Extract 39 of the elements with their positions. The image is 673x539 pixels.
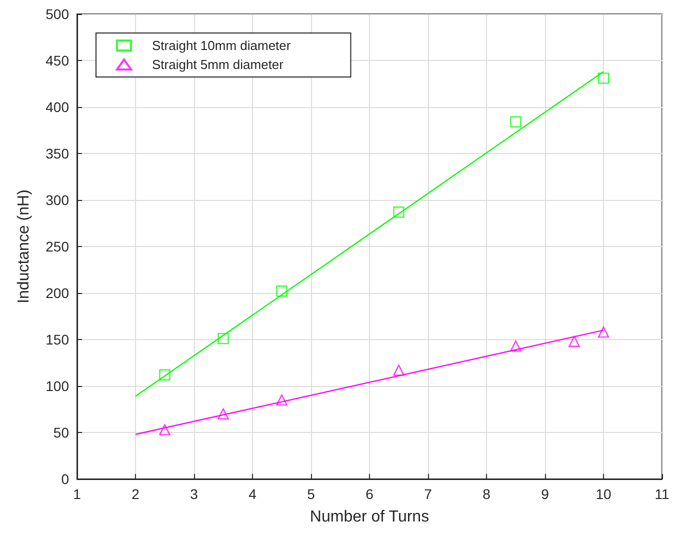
y-tick-label: 400	[46, 99, 70, 115]
y-tick-label: 500	[46, 6, 70, 22]
legend-label: Straight 10mm diameter	[152, 38, 292, 53]
point	[393, 206, 404, 218]
y-tick-label: 450	[46, 52, 70, 68]
y-tick-label: 250	[46, 238, 70, 254]
y-tick-label: 0	[61, 471, 70, 487]
point	[510, 116, 522, 128]
x-tick-label: 5	[307, 486, 316, 502]
y-tick-label: 200	[46, 285, 70, 301]
x-axis-title: Number of Turns	[310, 508, 430, 526]
x-tick-label: 7	[424, 486, 432, 502]
legend-label: Straight 5mm diameter	[152, 57, 284, 72]
point	[568, 336, 580, 347]
x-tick-label: 6	[366, 486, 374, 502]
y-tick-label: 150	[46, 332, 70, 348]
y-tick-label: 300	[46, 192, 70, 208]
x-tick-label: 2	[132, 486, 140, 502]
point	[276, 394, 288, 406]
x-tick-label: 10	[596, 486, 612, 502]
y-tick-label: 100	[46, 378, 70, 394]
point	[276, 286, 288, 297]
point	[218, 408, 229, 420]
point	[159, 424, 170, 436]
x-tick-label: 3	[190, 486, 198, 502]
y-tick-label: 50	[53, 424, 70, 440]
y-tick-label: 350	[46, 146, 70, 162]
x-tick-label: 9	[541, 486, 550, 502]
point	[598, 72, 610, 84]
point	[598, 326, 610, 338]
y-axis-title: Inductance (nH)	[16, 190, 32, 304]
point	[393, 364, 404, 376]
x-tick-label: 1	[73, 486, 82, 502]
x-tick-label: 8	[482, 486, 491, 502]
point	[510, 340, 522, 352]
point	[159, 369, 170, 380]
x-tick-label: 11	[654, 486, 670, 502]
point	[218, 332, 229, 344]
x-tick-label: 4	[248, 486, 257, 502]
